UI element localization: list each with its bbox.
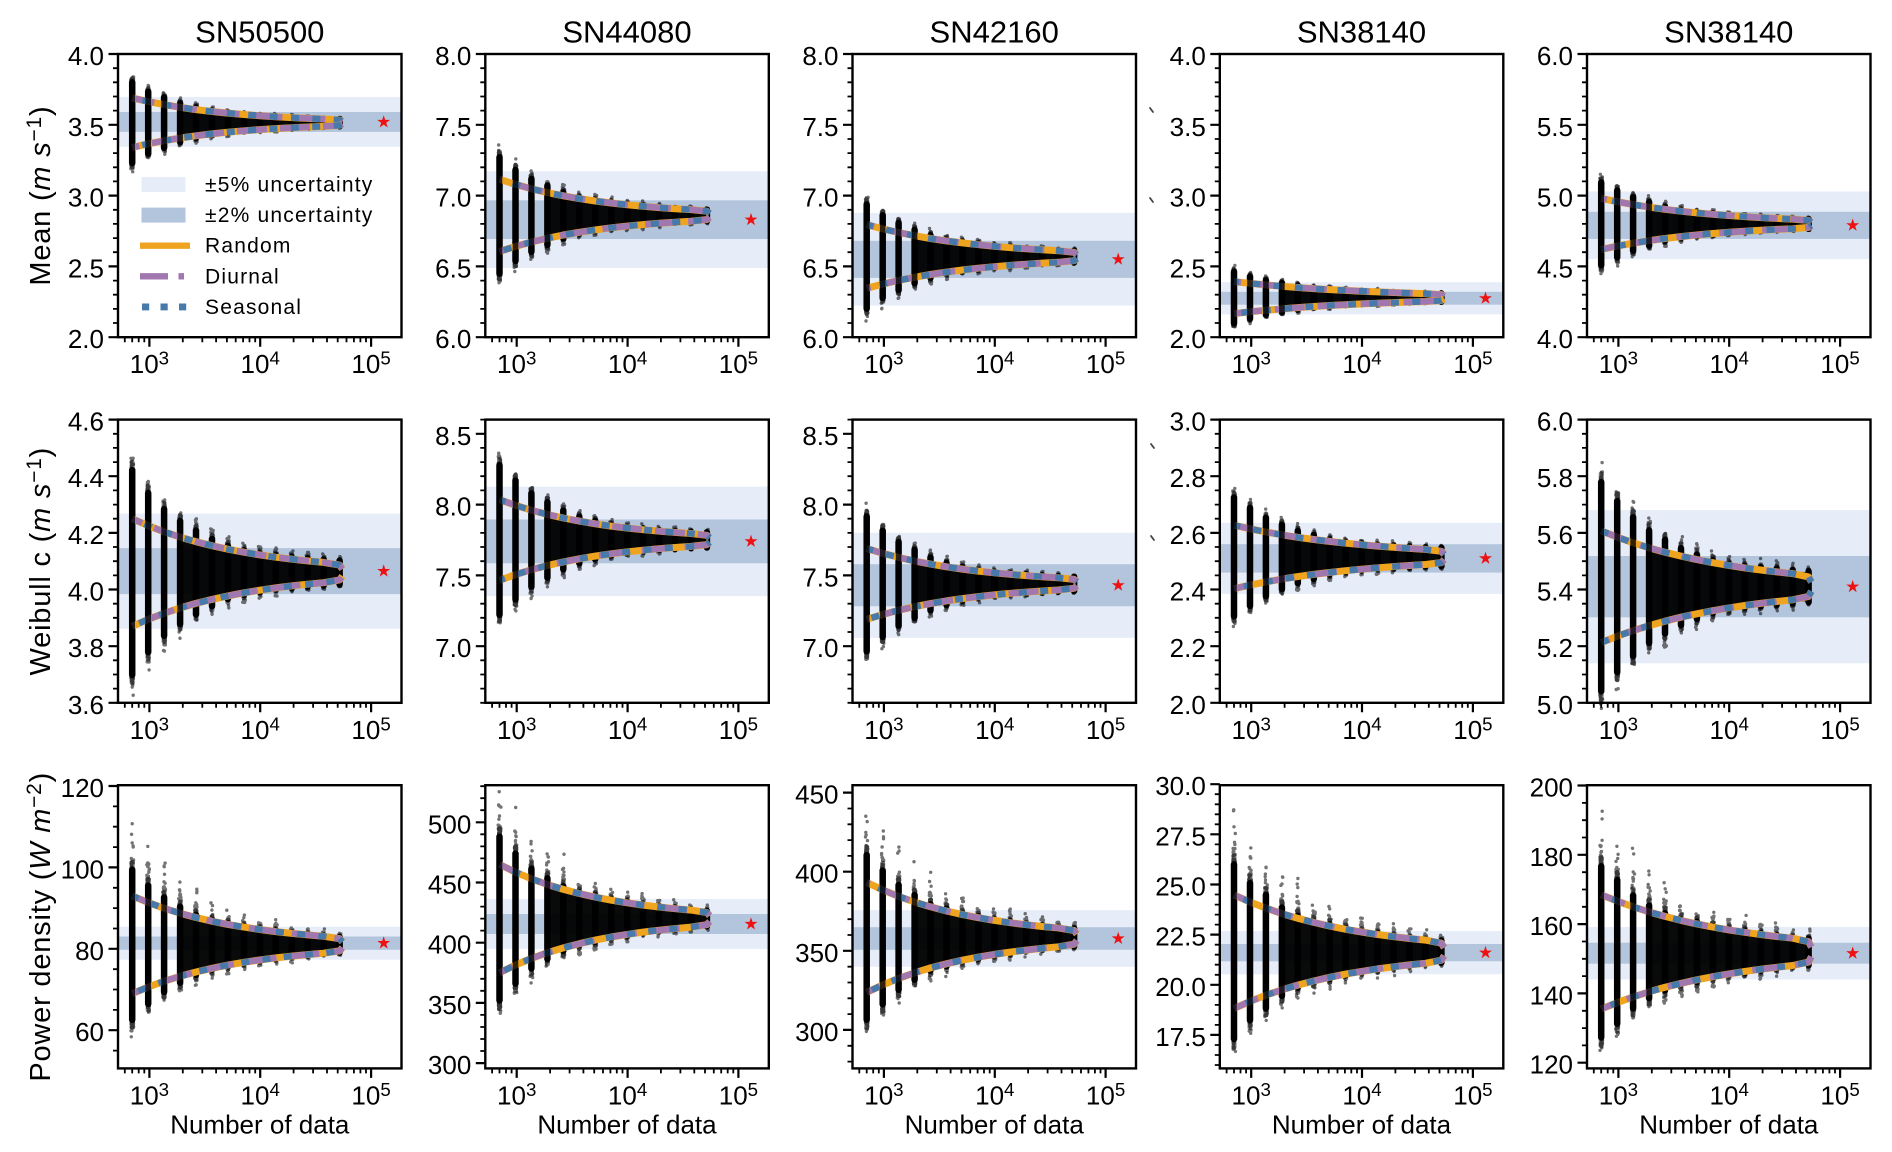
svg-text:2.0: 2.0 [68,324,104,354]
svg-text:5.5: 5.5 [1537,112,1573,142]
svg-text:7.5: 7.5 [802,112,838,142]
svg-text:3.5: 3.5 [68,112,104,142]
svg-text:7.0: 7.0 [435,183,471,213]
svg-text:140: 140 [1530,980,1573,1010]
svg-text:60: 60 [75,1017,104,1047]
svg-text:7.5: 7.5 [435,112,471,142]
svg-text:8.0: 8.0 [802,492,838,522]
svg-text:7.0: 7.0 [435,633,471,663]
svg-text:120: 120 [61,773,104,803]
svg-text:8.5: 8.5 [802,421,838,451]
svg-text:2.4: 2.4 [1170,577,1206,607]
svg-text:2.5: 2.5 [1170,253,1206,283]
svg-text:Random: Random [205,235,292,258]
svg-text:5.8: 5.8 [1537,463,1573,493]
svg-text:2.6: 2.6 [1170,520,1206,550]
svg-text:4.0: 4.0 [1537,324,1573,354]
svg-text:Seasonal: Seasonal [205,296,302,319]
svg-text:SN38140: SN38140 [1664,15,1793,50]
svg-text:5.4: 5.4 [1537,577,1573,607]
svg-text:104: 104 [608,348,647,380]
svg-text:4.0: 4.0 [68,577,104,607]
svg-text:Number of data: Number of data [1272,1109,1452,1139]
svg-text:2.8: 2.8 [1170,463,1206,493]
svg-text:350: 350 [795,938,838,968]
svg-text:2.2: 2.2 [1170,633,1206,663]
svg-text:7.0: 7.0 [802,633,838,663]
svg-text:6.5: 6.5 [802,253,838,283]
svg-text:104: 104 [975,1079,1014,1111]
svg-text:120: 120 [1530,1050,1573,1080]
svg-text:450: 450 [428,870,471,900]
svg-text:±5% uncertainty: ±5% uncertainty [205,174,373,197]
svg-text:5.0: 5.0 [1537,690,1573,720]
svg-text:6.0: 6.0 [802,324,838,354]
svg-text:22.5: 22.5 [1155,922,1206,952]
svg-text:5.2: 5.2 [1537,633,1573,663]
svg-text:3.0: 3.0 [1170,183,1206,213]
svg-text:200: 200 [1530,773,1573,803]
svg-text:8.0: 8.0 [435,492,471,522]
svg-text:5.6: 5.6 [1537,520,1573,550]
svg-text:Power density (W m−2): Power density (W m−2) [23,772,57,1082]
svg-text:103: 103 [1232,348,1271,380]
svg-text:17.5: 17.5 [1155,1022,1206,1052]
svg-text:100: 100 [61,854,104,884]
svg-text:SN42160: SN42160 [930,15,1059,50]
svg-text:300: 300 [428,1050,471,1080]
svg-text:450: 450 [795,780,838,810]
svg-text:Number of data: Number of data [905,1109,1085,1139]
svg-text:4.2: 4.2 [68,520,104,550]
svg-text:8.0: 8.0 [435,41,471,71]
svg-text:Number of data: Number of data [1639,1109,1819,1139]
svg-text:6.0: 6.0 [435,324,471,354]
svg-text:5.0: 5.0 [1537,183,1573,213]
svg-text:27.5: 27.5 [1155,821,1206,851]
svg-text:Diurnal: Diurnal [205,265,280,288]
svg-text:3.8: 3.8 [68,633,104,663]
svg-text:6.0: 6.0 [1537,41,1573,71]
svg-text:7.0: 7.0 [802,183,838,213]
svg-text:7.5: 7.5 [435,562,471,592]
svg-text:400: 400 [428,930,471,960]
svg-text:6.0: 6.0 [1537,407,1573,437]
svg-text:3.5: 3.5 [1170,112,1206,142]
svg-text:30.0: 30.0 [1155,771,1206,801]
svg-text:500: 500 [428,809,471,839]
svg-text:±2% uncertainty: ±2% uncertainty [205,204,373,227]
svg-text:20.0: 20.0 [1155,972,1206,1002]
svg-text:2.5: 2.5 [68,253,104,283]
svg-text:105: 105 [1453,713,1492,745]
svg-text:3.6: 3.6 [68,690,104,720]
svg-text:350: 350 [428,990,471,1020]
svg-text:2.0: 2.0 [1170,690,1206,720]
svg-text:SN44080: SN44080 [562,15,691,50]
svg-text:8.0: 8.0 [802,41,838,71]
svg-text:4.6: 4.6 [68,407,104,437]
svg-text:400: 400 [795,859,838,889]
svg-text:300: 300 [795,1017,838,1047]
svg-text:3.0: 3.0 [1170,407,1206,437]
svg-text:8.5: 8.5 [435,421,471,451]
svg-text:7.5: 7.5 [802,562,838,592]
svg-text:2.0: 2.0 [1170,324,1206,354]
svg-text:80: 80 [75,936,104,966]
svg-text:Number of data: Number of data [537,1109,717,1139]
svg-text:103: 103 [130,713,169,745]
svg-text:4.0: 4.0 [68,41,104,71]
svg-text:4.4: 4.4 [68,463,104,493]
svg-text:SN50500: SN50500 [195,15,324,50]
svg-text:105: 105 [719,1079,758,1111]
svg-text:Weibull c (m s−1): Weibull c (m s−1) [23,447,57,676]
svg-text:Number of data: Number of data [170,1109,350,1139]
svg-text:3.0: 3.0 [68,183,104,213]
svg-text:6.5: 6.5 [435,253,471,283]
svg-text:SN38140: SN38140 [1297,15,1426,50]
svg-text:4.5: 4.5 [1537,253,1573,283]
svg-text:180: 180 [1530,842,1573,872]
svg-text:103: 103 [1599,348,1638,380]
svg-text:160: 160 [1530,911,1573,941]
svg-text:25.0: 25.0 [1155,872,1206,902]
svg-text:4.0: 4.0 [1170,41,1206,71]
